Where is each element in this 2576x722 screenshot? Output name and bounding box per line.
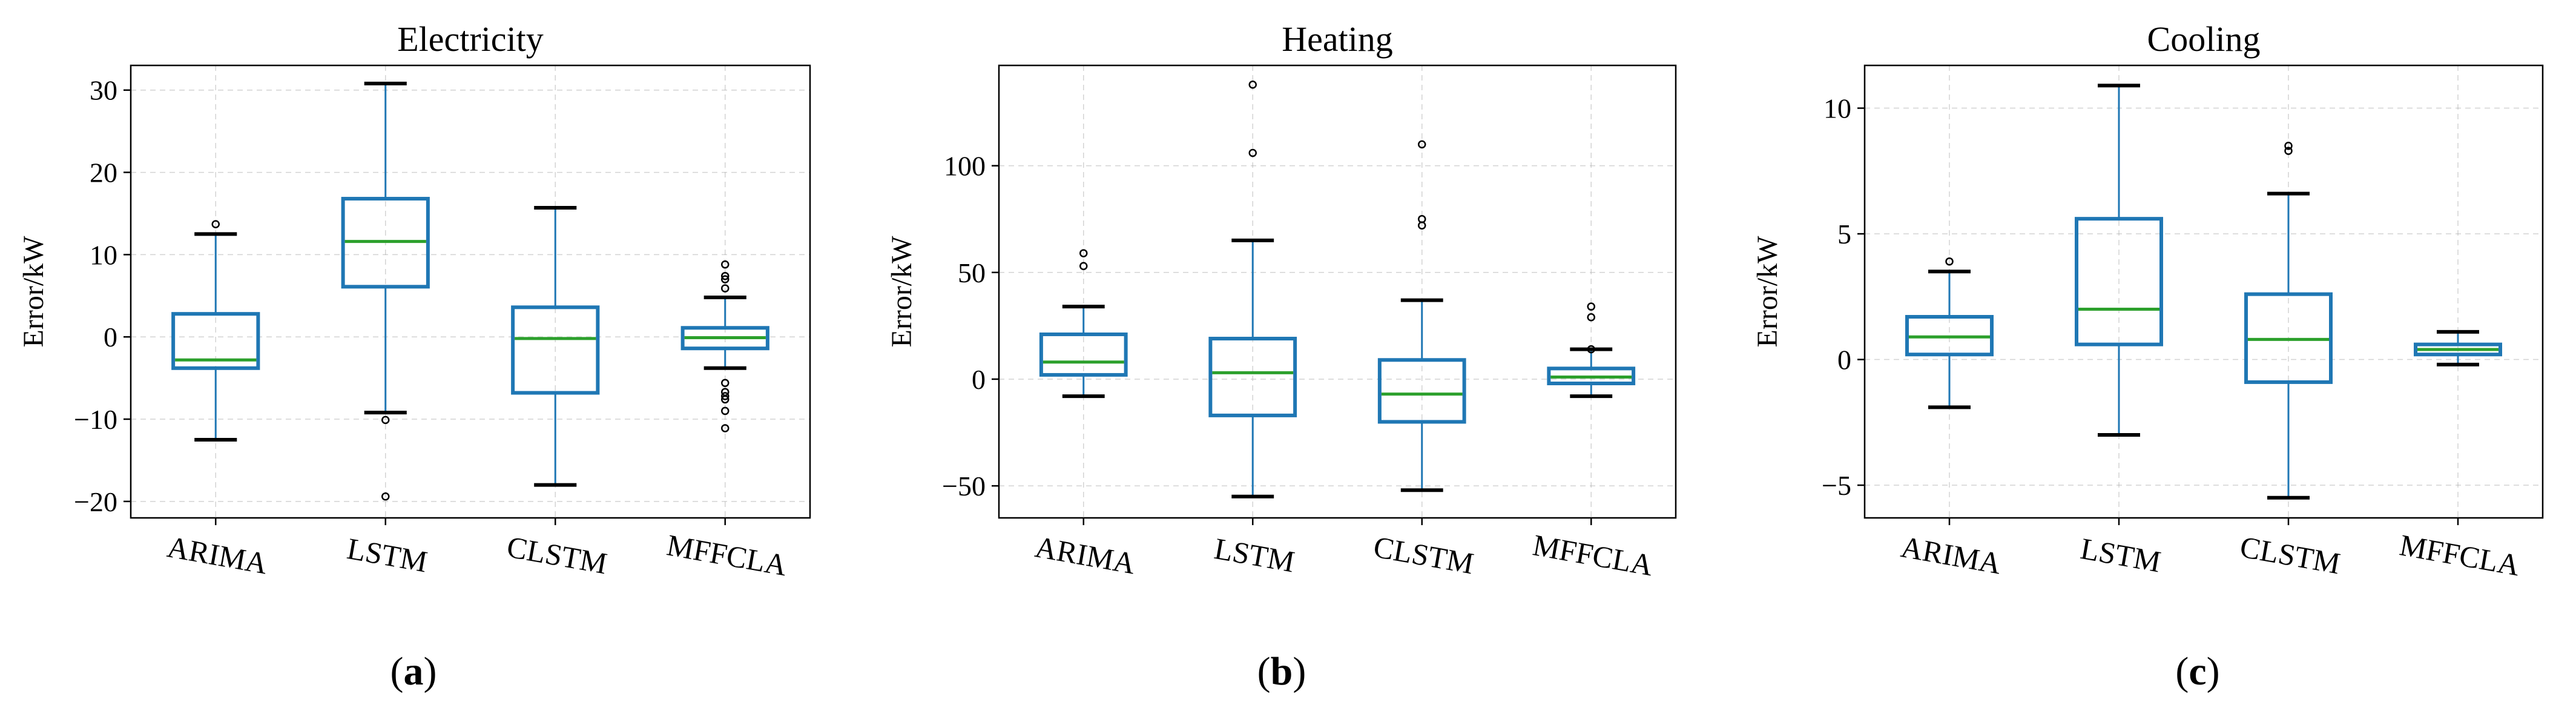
outlier-point — [721, 406, 730, 416]
outlier-point — [721, 395, 730, 404]
box-lstm — [2075, 84, 2163, 437]
x-tick-label: LSTM — [2078, 531, 2163, 578]
outlier-point — [1079, 262, 1088, 270]
box-clstm — [2244, 142, 2333, 500]
subfigure-label: (c) — [2175, 649, 2219, 694]
x-tick-label: ARIMA — [165, 529, 270, 580]
x-tick-label: CLSTM — [1371, 529, 1477, 580]
x-tick-label: ARIMA — [1033, 529, 1138, 580]
y-tick-label: 0 — [104, 322, 117, 353]
outlier-point — [1587, 302, 1595, 311]
panel-heating: Heating −50 0 50 100 Error/kW ARIMA LSTM CLSTM MF… — [886, 19, 1677, 694]
outlier-point — [721, 284, 730, 293]
outlier-point — [1248, 148, 1257, 157]
iqr-box — [1905, 315, 1994, 357]
outlier-point — [1587, 345, 1595, 354]
y-tick-label: −5 — [1822, 470, 1851, 501]
panel-title: Cooling — [2147, 19, 2261, 59]
y-tick-label: 30 — [90, 75, 117, 106]
y-tick-label: 10 — [90, 239, 117, 270]
panel-cooling: Cooling −5 0 5 10 Error/kW ARIMA LSTM CLSTM MFFCL… — [1751, 19, 2544, 694]
axes-frame — [130, 64, 811, 519]
iqr-box — [680, 326, 769, 351]
subfigure-label-letter: b — [1271, 649, 1293, 694]
subfigure-label-close: ) — [1293, 649, 1306, 694]
subfigure-label-open: ( — [1257, 649, 1271, 694]
outlier-point — [1079, 249, 1088, 257]
box-clstm — [1377, 140, 1466, 492]
subfigure-label-letter: a — [404, 649, 424, 694]
outlier-point — [381, 492, 390, 501]
subfigure-label-close: ) — [2207, 649, 2220, 694]
iqr-box — [2414, 342, 2502, 357]
outlier-point — [721, 260, 730, 269]
iqr-box — [2075, 217, 2163, 346]
iqr-box — [1039, 332, 1128, 377]
iqr-box — [1377, 358, 1466, 424]
box-lstm — [1208, 80, 1297, 498]
box-mffcla — [2414, 330, 2502, 366]
y-tick-label: 100 — [944, 151, 986, 182]
x-tick-label: LSTM — [1212, 531, 1297, 578]
box-arima — [1905, 257, 1994, 409]
x-tick-label: LSTM — [344, 531, 430, 578]
x-tick-label: MFFCLA — [2397, 528, 2523, 582]
box-lstm — [341, 81, 430, 501]
box-arima — [171, 220, 260, 442]
subfigure-label-open: ( — [390, 649, 404, 694]
y-tick-label: −20 — [74, 486, 117, 517]
axes-frame — [1863, 64, 2544, 519]
y-tick-label: 20 — [90, 157, 117, 188]
subfigure-label: (b) — [1257, 649, 1306, 694]
box-mffcla — [1547, 302, 1636, 399]
y-tick-label: 0 — [972, 364, 986, 395]
y-axis-label: Error/kW — [18, 236, 50, 348]
subfigure-label-open: ( — [2175, 649, 2189, 694]
outlier-point — [2284, 147, 2293, 155]
panel-electricity: Electricity −20 −10 0 10 20 30 Error/kW ARIMA LST… — [18, 19, 811, 694]
iqr-box — [341, 197, 430, 289]
box-clstm — [511, 205, 600, 487]
outlier-point — [1248, 80, 1257, 89]
outlier-point — [1418, 140, 1426, 149]
iqr-box — [1547, 366, 1636, 386]
iqr-box — [2244, 292, 2333, 384]
y-axis-label: Error/kW — [1751, 236, 1784, 348]
panel-title: Heating — [1282, 19, 1393, 59]
outlier-point — [721, 392, 730, 400]
outlier-point — [721, 271, 730, 280]
outlier-point — [721, 424, 730, 432]
panel-title: Electricity — [397, 19, 544, 59]
subfigure-label-close: ) — [424, 649, 437, 694]
subfigure-label: (a) — [390, 649, 437, 694]
y-tick-label: 50 — [958, 257, 986, 288]
outlier-point — [1587, 313, 1595, 322]
iqr-box — [511, 305, 600, 395]
iqr-box — [171, 312, 260, 370]
subfigure-label-letter: c — [2189, 649, 2206, 694]
outlier-point — [1418, 214, 1426, 224]
outlier-point — [211, 220, 220, 228]
outlier-point — [1945, 257, 1954, 266]
x-tick-label: ARIMA — [1899, 529, 2004, 580]
y-tick-label: 5 — [1837, 219, 1851, 250]
y-axis-label: Error/kW — [886, 236, 918, 348]
axes-frame — [998, 64, 1677, 519]
box-arima — [1039, 249, 1128, 399]
y-tick-label: −50 — [942, 471, 986, 502]
outlier-point — [381, 416, 390, 425]
y-tick-label: 10 — [1823, 93, 1851, 124]
box-mffcla — [680, 260, 769, 432]
y-tick-label: 0 — [1837, 345, 1851, 376]
x-tick-label: MFFCLA — [664, 528, 789, 582]
outlier-point — [2284, 142, 2293, 150]
x-tick-label: CLSTM — [2238, 529, 2343, 580]
x-tick-label: CLSTM — [504, 529, 610, 580]
outlier-point — [721, 379, 730, 388]
x-tick-label: MFFCLA — [1530, 528, 1656, 582]
y-tick-label: −10 — [74, 404, 117, 435]
outlier-point — [721, 275, 730, 283]
iqr-box — [1208, 337, 1297, 417]
